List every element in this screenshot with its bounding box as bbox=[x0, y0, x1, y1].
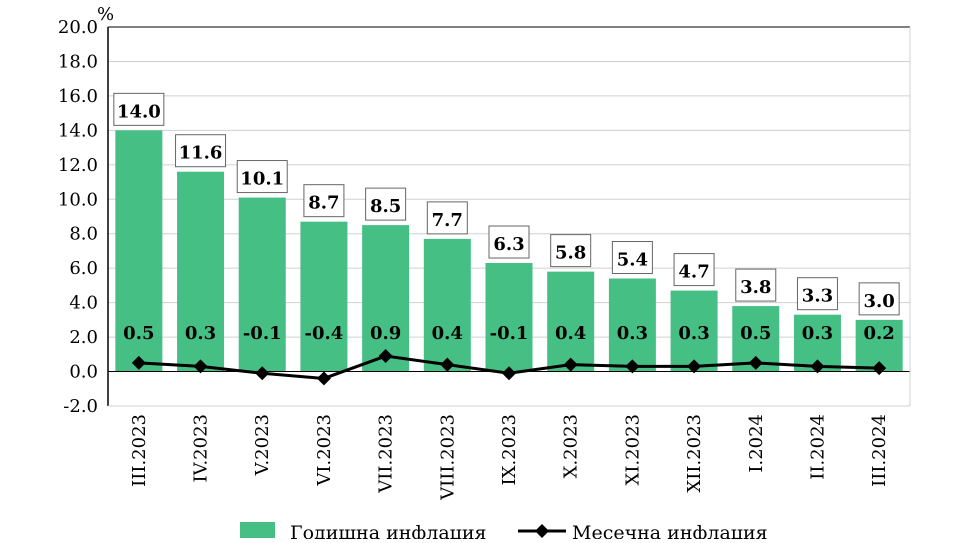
annual-value-label: 6.3 bbox=[493, 234, 524, 255]
y-tick-label: 8.0 bbox=[69, 224, 98, 245]
tick-labels: 20.0 18.0 16.0 14.0 12.0 10.0 8.0 6.0 4.0 2.0 0.0 -… bbox=[58, 17, 890, 501]
annual-value-label: 7.7 bbox=[432, 210, 463, 231]
bar-annual bbox=[670, 290, 718, 372]
annual-label-box bbox=[858, 282, 900, 316]
annual-value-label: 8.5 bbox=[370, 196, 401, 217]
monthly-value-label: 0.9 bbox=[370, 323, 401, 344]
monthly-marker bbox=[810, 359, 825, 374]
y-tick-label: 0.0 bbox=[69, 362, 98, 383]
monthly-value-label: 0.3 bbox=[617, 323, 648, 344]
y-tick-label: 6.0 bbox=[69, 258, 98, 279]
bar-annual bbox=[608, 278, 656, 372]
annual-value-label: 3.3 bbox=[802, 286, 833, 307]
monthly-value-label: 0.4 bbox=[432, 323, 463, 344]
monthly-value-label: -0.1 bbox=[490, 323, 529, 344]
x-tick-label: VI.2023 bbox=[314, 414, 335, 487]
monthly-marker bbox=[440, 357, 455, 372]
x-tick-label: IX.2023 bbox=[499, 414, 520, 485]
monthly-marker bbox=[687, 359, 702, 374]
monthly-value-label: 0.5 bbox=[740, 323, 771, 344]
x-tick-label: VIII.2023 bbox=[437, 414, 458, 501]
legend: Годишна инфлация Месечна инфлация bbox=[240, 522, 768, 543]
monthly-marker bbox=[255, 366, 270, 381]
y-tick-label: 18.0 bbox=[58, 51, 98, 72]
annual-value-label: 11.6 bbox=[179, 143, 223, 164]
bar-annual bbox=[362, 225, 410, 372]
annual-label-box bbox=[365, 187, 407, 221]
y-tick-label: 12.0 bbox=[58, 155, 98, 176]
annual-label-box bbox=[426, 201, 468, 235]
legend-marker-monthly bbox=[535, 524, 549, 538]
annual-label-box bbox=[113, 92, 165, 126]
monthly-value-label: 0.2 bbox=[863, 323, 894, 344]
bar-annual bbox=[423, 238, 471, 372]
legend-swatch-annual bbox=[240, 522, 275, 538]
monthly-marker bbox=[131, 355, 146, 370]
monthly-marker bbox=[193, 359, 208, 374]
annual-value-label: 10.1 bbox=[240, 169, 284, 190]
x-tick-label: XII.2023 bbox=[684, 414, 705, 493]
legend-label-annual: Годишна инфлация bbox=[290, 522, 487, 539]
monthly-marker bbox=[378, 349, 393, 364]
monthly-value-label: 0.3 bbox=[185, 323, 216, 344]
annual-value-label: 3.8 bbox=[740, 277, 771, 298]
bar-annual bbox=[238, 197, 286, 372]
monthly-marker bbox=[748, 355, 763, 370]
annual-value-label: 14.0 bbox=[117, 101, 161, 122]
monthly-marker bbox=[872, 361, 887, 376]
bar-annual bbox=[115, 130, 163, 372]
annual-value-label: 4.7 bbox=[678, 262, 709, 283]
bar-annual bbox=[547, 271, 595, 372]
monthly-value-label: 0.3 bbox=[802, 323, 833, 344]
x-tick-label: III.2023 bbox=[129, 414, 150, 487]
monthly-line bbox=[131, 349, 887, 386]
annual-label-box bbox=[673, 253, 715, 287]
y-tick-label: 14.0 bbox=[58, 120, 98, 141]
annual-label-box bbox=[550, 234, 592, 268]
x-tick-label: IV.2023 bbox=[191, 414, 212, 483]
x-tick-label: V.2023 bbox=[252, 414, 273, 476]
bar-annual bbox=[177, 171, 225, 372]
y-tick-label: 10.0 bbox=[58, 189, 98, 210]
x-tick-label: II.2024 bbox=[807, 414, 828, 480]
annual-value-label: 5.4 bbox=[617, 250, 648, 271]
bar-annual bbox=[300, 221, 348, 372]
monthly-marker bbox=[625, 359, 640, 374]
annual-label-box bbox=[175, 134, 227, 168]
monthly-value-label: 0.3 bbox=[678, 323, 709, 344]
legend-label-monthly: Месечна инфлация bbox=[572, 522, 768, 539]
y-tick-label: 2.0 bbox=[69, 327, 98, 348]
annual-value-label: 5.8 bbox=[555, 243, 586, 264]
monthly-value-label: 0.5 bbox=[123, 323, 154, 344]
annual-value-label: 3.0 bbox=[863, 291, 894, 312]
y-tick-label: 4.0 bbox=[69, 293, 98, 314]
annual-label-box bbox=[488, 225, 530, 259]
monthly-value-label: 0.4 bbox=[555, 323, 586, 344]
monthly-marker bbox=[316, 371, 331, 386]
monthly-marker bbox=[502, 366, 516, 381]
annual-label-box bbox=[303, 184, 345, 218]
bars bbox=[115, 130, 903, 372]
monthly-value-label: -0.4 bbox=[305, 323, 344, 344]
x-tick-label: III.2024 bbox=[869, 414, 890, 487]
y-axis-unit: % bbox=[97, 4, 114, 25]
x-tick-label: X.2023 bbox=[561, 414, 582, 478]
x-tick-label: XI.2023 bbox=[622, 414, 643, 485]
monthly-value-label: -0.1 bbox=[243, 323, 282, 344]
y-tick-label: 20.0 bbox=[58, 17, 98, 38]
annual-value-label: 8.7 bbox=[308, 193, 339, 214]
annual-label-box bbox=[611, 241, 653, 275]
bar-annual bbox=[485, 263, 533, 372]
annual-label-box bbox=[236, 160, 288, 194]
data-labels: 14.0 0.5 11.6 0.3 10.1 -0.1 8.7 -0.4 8.5 0.9 7.7 0.… bbox=[113, 92, 900, 344]
x-tick-label: I.2024 bbox=[746, 414, 767, 473]
y-tick-label: -2.0 bbox=[63, 396, 98, 417]
annual-label-box bbox=[796, 277, 838, 311]
x-tick-label: VII.2023 bbox=[376, 414, 397, 494]
monthly-marker bbox=[563, 357, 578, 372]
annual-label-box bbox=[735, 268, 777, 302]
y-tick-label: 16.0 bbox=[58, 86, 98, 107]
